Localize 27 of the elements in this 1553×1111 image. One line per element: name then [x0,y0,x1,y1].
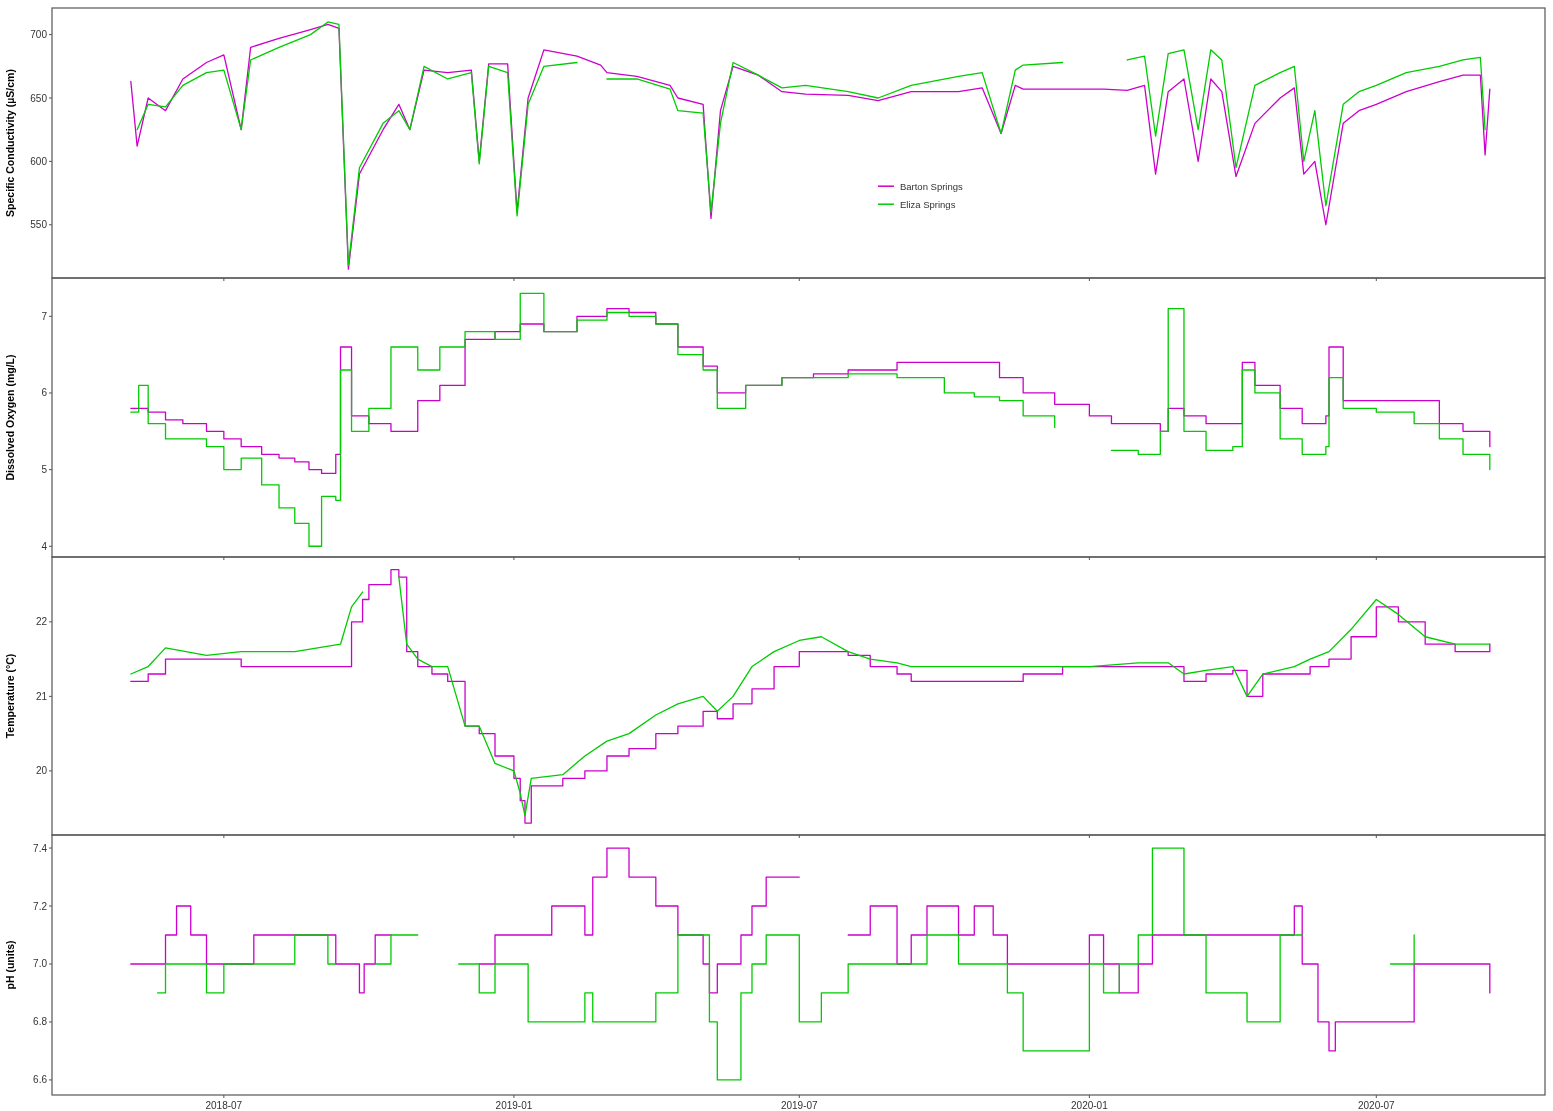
y-tick-label: 700 [30,29,48,41]
legend-label: Barton Springs [899,180,964,192]
y-axis-title: Dissolved Oxygen (mg/L) [4,354,16,481]
y-tick-label: 7.4 [33,842,48,854]
y-tick-label: 600 [30,155,48,167]
x-tick-label: 2018-07 [205,1100,243,1111]
y-tick-label: 6.8 [33,1016,48,1028]
y-tick-label: 7.2 [33,900,48,912]
y-axis-title: Specific Conductivity (µS/cm) [4,69,16,217]
y-tick-label: 6.6 [33,1074,48,1086]
y-tick-label: 650 [30,92,48,104]
y-tick-label: 6 [41,387,48,399]
x-tick-label: 2020-07 [1357,1100,1396,1111]
y-tick-label: 4 [41,540,48,552]
y-tick-label: 20 [35,765,48,777]
y-tick-label: 5 [41,464,48,476]
y-axis-title: Temperature (°C) [4,653,16,739]
y-axis-title: pH (units) [4,940,16,990]
x-tick-label: 2019-01 [495,1100,533,1111]
x-tick-label: 2019-07 [780,1100,819,1111]
legend-label: Eliza Springs [899,198,956,210]
y-tick-label: 22 [35,616,48,628]
y-tick-label: 550 [30,219,48,231]
y-tick-label: 7.0 [33,958,48,970]
y-tick-label: 21 [35,690,48,702]
y-tick-label: 7 [41,310,48,322]
x-tick-label: 2020-01 [1071,1100,1109,1111]
